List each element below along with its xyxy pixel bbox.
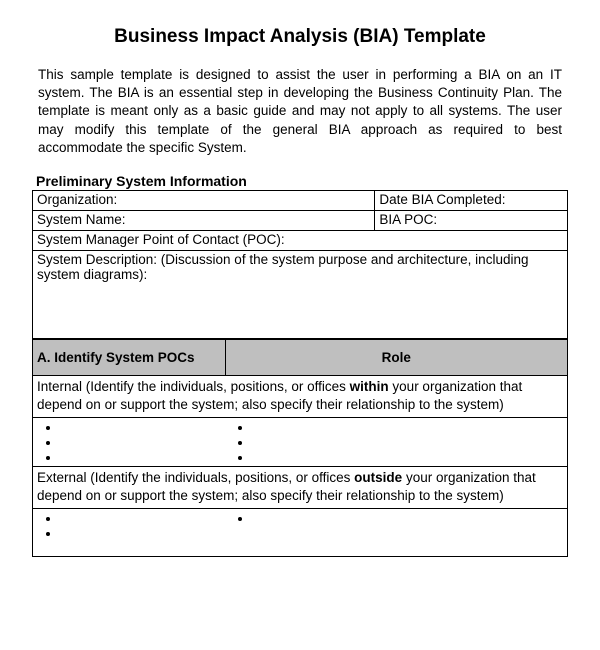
pocs-table: A. Identify System POCs Role Internal (I… [32,339,568,557]
cell-organization: Organization: [33,191,375,211]
internal-text-bold: within [350,379,389,394]
external-text-bold: outside [354,470,402,485]
cell-date-completed: Date BIA Completed: [375,191,568,211]
cell-system-manager-poc: System Manager Point of Contact (POC): [33,231,568,251]
header-identify-pocs: A. Identify System POCs [33,340,226,376]
external-instruction: External (Identify the individuals, posi… [33,467,568,509]
external-bullets-col2 [225,509,439,557]
internal-instruction: Internal (Identify the individuals, posi… [33,376,568,418]
section-heading-preliminary: Preliminary System Information [36,173,568,189]
internal-bullets-col3 [439,418,567,467]
cell-bia-poc: BIA POC: [375,211,568,231]
internal-bullets-col2 [225,418,439,467]
cell-system-description: System Description: (Discussion of the s… [33,251,568,339]
external-bullets-col1 [33,509,226,557]
external-text-pre: External (Identify the individuals, posi… [37,470,354,485]
internal-text-pre: Internal (Identify the individuals, posi… [37,379,350,394]
external-bullets-col3 [439,509,567,557]
internal-bullets-col1 [33,418,226,467]
header-role: Role [225,340,567,376]
cell-system-name: System Name: [33,211,375,231]
document-title: Business Impact Analysis (BIA) Template [32,26,568,48]
bia-table: Organization: Date BIA Completed: System… [32,190,568,339]
intro-paragraph: This sample template is designed to assi… [32,66,568,157]
